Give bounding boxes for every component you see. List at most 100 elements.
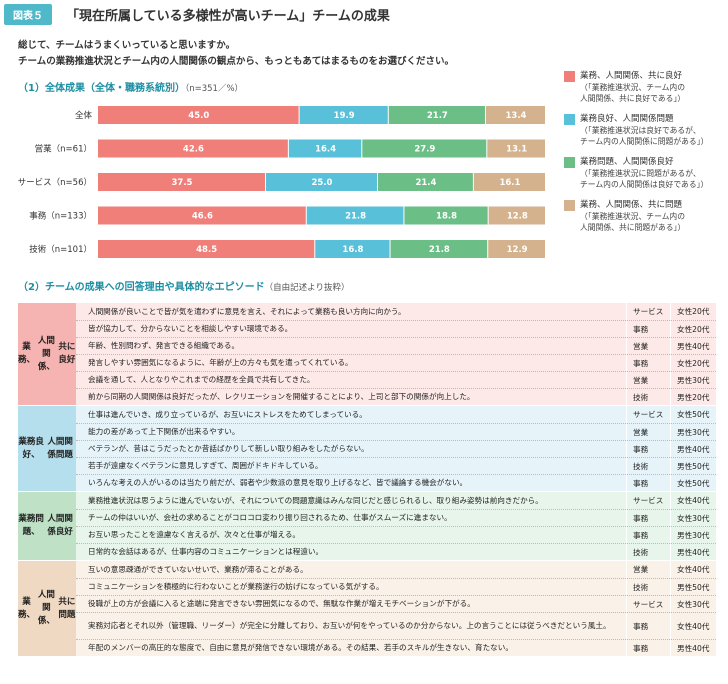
episode-text: コミュニケーションを積極的に行わないことが業務遂行の妨げになっている気がする。: [88, 582, 384, 591]
group-label: 業務良好、 人間関係問題: [18, 406, 76, 491]
table-row: お互い思ったことを遠慮なく言えるが、次々と仕事が増える。 事務 男性30代: [76, 526, 716, 543]
table-row: 発言しやすい雰囲気になるように、年齢が上の方々も気を遣ってくれている。 事務 女性2…: [76, 354, 716, 371]
job-category: 事務: [626, 321, 670, 337]
job-category: 技術: [626, 544, 670, 560]
table-row: コミュニケーションを積極的に行わないことが業務遂行の妨げになっている気がする。 技…: [76, 578, 716, 595]
job-category: サービス: [626, 492, 670, 509]
table-row: 互いの意思疎通ができていないせいで、業務が滞ることがある。 営業 女性40代: [76, 561, 716, 578]
group-label-line: 業務問題、: [18, 514, 44, 537]
job-category: 事務: [626, 527, 670, 543]
legend-item: 業務、人間関係、共に良好 （「業務推進状況、チーム内の 人間関係、共に良好である」）: [564, 70, 724, 104]
value-label: 21.7: [427, 111, 448, 121]
table-row: 会議を通して、人となりやこれまでの経歴を全員で共有してきた。 営業 男性30代: [76, 371, 716, 388]
figure-header: 図表５ 「現在所属している多様性が高いチーム」チームの成果: [4, 3, 390, 25]
group-label-line: 共に良好: [58, 342, 76, 365]
value-label: 27.9: [414, 145, 435, 155]
chart-legend: 業務、人間関係、共に良好 （「業務推進状況、チーム内の 人間関係、共に良好である」）…: [564, 70, 724, 242]
respondent-demographic: 女性40代: [670, 561, 716, 578]
bar-segment: [487, 139, 545, 158]
value-label: 42.6: [183, 145, 204, 155]
job-category: 事務: [626, 510, 670, 526]
group-label-line: 人間関係良好: [47, 514, 73, 537]
group-rows: 互いの意思疎通ができていないせいで、業務が滞ることがある。 営業 女性40代 コミュニ…: [76, 561, 716, 656]
legend-item: 業務良好、人間関係問題 （「業務推進状況は良好であるが、 チーム内の人間関係に問題が…: [564, 113, 724, 147]
figure-badge: 図表５: [4, 3, 52, 25]
job-category: 技術: [626, 579, 670, 595]
value-label: 12.9: [507, 245, 528, 255]
legend-label: 業務良好、人間関係問題: [580, 114, 674, 124]
episode-text: 役職が上の方が会議に入ると途端に発言できない雰囲気になるので、無駄な作業が増えモ…: [88, 599, 475, 608]
table-row: チームの仲はいいが、会社の求めることがコロコロ変わり振り回されるため、仕事がスム…: [76, 509, 716, 526]
episode-text: ベテランが、昔はこうだったとか昔話ばかりして新しい取り組みをしたがらない。: [88, 444, 369, 453]
legend-description: （「業務推進状況は良好であるが、: [580, 126, 701, 135]
bar-segment: [488, 240, 545, 258]
section1-title: （1）全体成果（全体・職務系統別）（n=351／%）: [18, 79, 243, 94]
value-label: 21.4: [415, 178, 436, 188]
job-category: サービス: [626, 303, 670, 320]
section2-title: （2）チームの成果への回答理由や具体的なエピソード（自由記述より抜粋）: [18, 278, 350, 293]
group-rows: 仕事は進んでいき、成り立っているが、お互いにストレスをためてしまっている。 サービ…: [76, 406, 716, 491]
table-row: いろんな考えの人がいるのは当たり前だが、弱者や少数派の意見を取り上げるなど、皆で…: [76, 474, 716, 491]
respondent-demographic: 女性50代: [670, 475, 716, 491]
legend-description: 人間関係、共に問題がある」）: [580, 223, 686, 232]
job-category: 営業: [626, 424, 670, 440]
survey-question: 総じて、チームはうまくいっていると思いますか。 チームの業務推進状況とチーム内の…: [18, 38, 454, 70]
group-label-line: 業務、: [18, 596, 36, 620]
table-row: 前から同期の人間関係は良好だったが、レクリエーションを開催することにより、上司と…: [76, 388, 716, 405]
category-label: 全体: [75, 110, 93, 121]
category-label: 事務（n=133）: [29, 211, 92, 222]
episode-text: 前から同期の人間関係は良好だったが、レクリエーションを開催することにより、上司と…: [88, 392, 475, 401]
value-label: 12.8: [507, 212, 528, 222]
value-label: 48.5: [196, 245, 217, 255]
value-label: 16.1: [499, 178, 520, 188]
category-label: 技術（n=101）: [29, 244, 92, 255]
group-label-line: 業務、: [18, 342, 36, 365]
job-category: 営業: [626, 372, 670, 388]
group-label-line: 人間関係問題: [47, 436, 73, 460]
table-row: 業務推進状況は思うように進んでいないが、それについての問題意識はみんな同じだと感…: [76, 492, 716, 509]
episode-text: 年配のメンバーの高圧的な態度で、自由に意見が発信できない環境がある。その結果、若…: [88, 643, 513, 652]
job-category: 技術: [626, 458, 670, 474]
episode-group: 業務良好、 人間関係問題 仕事は進んでいき、成り立っているが、お互いにストレスをため…: [18, 405, 716, 491]
respondent-demographic: 女性20代: [670, 303, 716, 320]
value-label: 45.0: [188, 111, 209, 121]
stacked-bar-chart: 全体 45.0 19.9 21.7 13.4 営業（n=61） 42.6 16.4 27.9 13…: [18, 106, 545, 258]
respondent-demographic: 男性50代: [670, 579, 716, 595]
bar-segment: [378, 173, 473, 191]
value-label: 13.1: [506, 145, 527, 155]
legend-description: チーム内の人間関係に問題がある」）: [580, 137, 709, 146]
respondent-demographic: 男性30代: [670, 424, 716, 440]
bar-segment: [362, 139, 487, 158]
respondent-demographic: 女性20代: [670, 355, 716, 371]
legend-swatch: [564, 71, 575, 82]
respondent-demographic: 男性30代: [670, 372, 716, 388]
group-label: 業務、 人間関係、 共に良好: [18, 303, 76, 405]
bar-segment: [98, 173, 265, 191]
episode-table: 業務、 人間関係、 共に良好 人間関係が良いことで皆が気を遣わずに意見を言え、それによ…: [18, 302, 716, 656]
legend-description: （「業務推進状況、チーム内の: [580, 212, 686, 221]
episode-text: 能力の差があって上下関係が出来るやすい。: [88, 427, 240, 436]
respondent-demographic: 男性40代: [670, 441, 716, 457]
episode-text: 仕事は進んでいき、成り立っているが、お互いにストレスをためてしまっている。: [88, 409, 367, 419]
table-row: 役職が上の方が会議に入ると途端に発言できない雰囲気になるので、無駄な作業が増えモ…: [76, 595, 716, 612]
legend-description: （「業務推進状況、チーム内の: [580, 83, 686, 92]
respondent-demographic: 男性30代: [670, 527, 716, 543]
job-category: 事務: [626, 475, 670, 491]
section2-title-text: （2）チームの成果への回答理由や具体的なエピソード: [18, 282, 265, 293]
table-row: 年配のメンバーの高圧的な態度で、自由に意見が発信できない環境がある。その結果、若…: [76, 639, 716, 656]
value-label: 16.4: [315, 145, 336, 155]
job-category: 事務: [626, 640, 670, 656]
question-line-2: チームの業務推進状況とチーム内の人間関係の観点から、もっともあてはまるものをお選…: [18, 56, 455, 67]
episode-text: 発言しやすい雰囲気になるように、年齢が上の方々も気を遣ってくれている。: [88, 358, 353, 367]
episode-text: 人間関係が良いことで皆が気を遣わずに意見を言え、それによって業務も良い方向に向か…: [88, 306, 406, 316]
episode-text: 互いの意思疎通ができていないせいで、業務が滞ることがある。: [88, 564, 308, 574]
legend-description: チーム内の人間関係は良好である」）: [580, 180, 709, 189]
value-label: 18.8: [436, 212, 457, 222]
bar-segment: [485, 106, 545, 124]
episode-text: 年齢、性別問わず、発言できる組織である。: [88, 341, 240, 350]
job-category: 技術: [626, 389, 670, 405]
respondent-demographic: 男性40代: [670, 640, 716, 656]
respondent-demographic: 女性50代: [670, 406, 716, 423]
bar-segment: [98, 240, 315, 258]
respondent-demographic: 女性30代: [670, 596, 716, 612]
